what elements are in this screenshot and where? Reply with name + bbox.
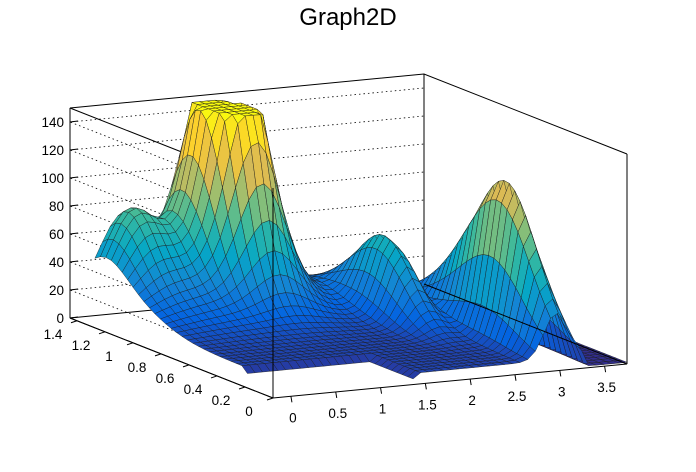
- z-tick-mark: [69, 204, 79, 207]
- y-tick-mark: [182, 364, 190, 368]
- x-tick-label: 3: [558, 384, 566, 399]
- y-tick-mark: [238, 386, 246, 390]
- z-tick-mark: [69, 316, 79, 319]
- z-tick-mark: [69, 260, 79, 263]
- x-tick-mark: [335, 391, 338, 399]
- frame-front: [69, 108, 628, 399]
- y-tick-label: 0.6: [156, 371, 175, 386]
- y-tick-mark: [266, 397, 274, 401]
- z-tick-label: 80: [49, 199, 64, 214]
- z-tick-mark: [69, 288, 79, 291]
- y-tick-mark: [154, 353, 162, 357]
- x-tick-label: 0.5: [328, 406, 347, 421]
- y-tick-label: 0.4: [184, 382, 203, 397]
- x-tick-mark: [604, 366, 607, 373]
- y-tick-label: 1.4: [44, 327, 63, 342]
- x-tick-label: 3.5: [597, 380, 616, 395]
- y-tick-mark: [70, 320, 78, 324]
- top-edge: [69, 73, 628, 189]
- z-tick-label: 140: [41, 115, 64, 130]
- y-tick-label: 0.2: [212, 393, 231, 408]
- chart-title: Graph2D: [299, 4, 397, 31]
- x-tick-mark: [290, 396, 293, 403]
- x-tick-mark: [559, 370, 562, 377]
- x-tick-label: 1.5: [418, 397, 437, 412]
- x-tick-mark: [514, 374, 517, 381]
- surface-mesh: [94, 99, 628, 380]
- z-tick-label: 60: [49, 227, 64, 242]
- y-tick-label: 0.8: [128, 360, 147, 375]
- z-tick-mark: [69, 148, 79, 151]
- z-tick-mark: [69, 176, 79, 179]
- y-tick-mark: [210, 375, 218, 379]
- x-tick-label: 2.5: [508, 389, 527, 404]
- x-tick-mark: [380, 387, 383, 394]
- x-tick-mark: [424, 383, 427, 390]
- z-tick-label: 20: [49, 283, 64, 298]
- y-tick-label: 0: [245, 404, 253, 419]
- y-tick-label: 1: [105, 349, 113, 364]
- z-tick-mark: [69, 120, 79, 123]
- x-tick-label: 1: [379, 402, 387, 417]
- x-tick-mark: [469, 378, 472, 386]
- z-tick-label: 100: [41, 171, 64, 186]
- y-tick-mark: [98, 331, 106, 335]
- x-tick-label: 0: [289, 410, 297, 425]
- front-floor-edge: [69, 283, 628, 399]
- z-tick-label: 40: [49, 255, 64, 270]
- z-tick-label: 0: [56, 311, 64, 326]
- x-tick-label: 2: [468, 393, 476, 408]
- z-tick-label: 120: [41, 143, 64, 158]
- y-tick-mark: [126, 342, 134, 346]
- z-tick-mark: [69, 232, 79, 235]
- y-tick-label: 1.2: [72, 338, 91, 353]
